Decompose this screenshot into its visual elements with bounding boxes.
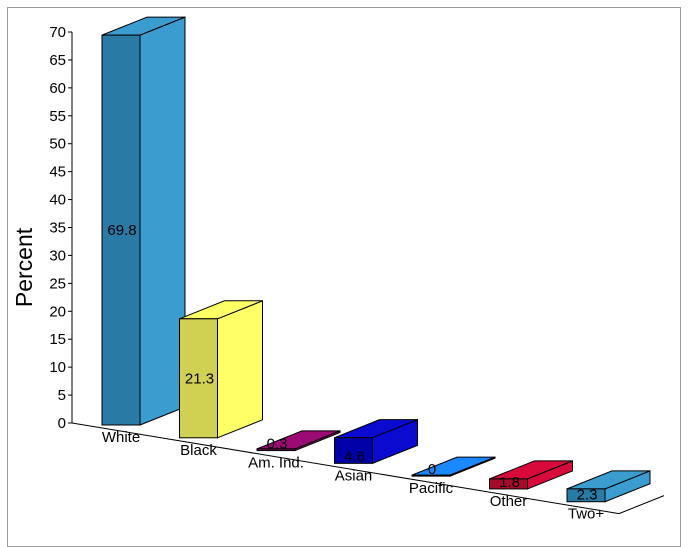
x-tick-label-6: Two+ bbox=[568, 506, 605, 523]
chart-frame: 0 5 10 15 20 25 30 35 40 45 50 55 60 65 70 Percent 69.8 W… bbox=[7, 7, 681, 547]
y-tick-label: 20 bbox=[49, 303, 66, 320]
data-label-5: 1.8 bbox=[499, 474, 520, 491]
y-tick-label: 25 bbox=[49, 275, 66, 292]
data-label-2: 0.3 bbox=[267, 436, 288, 453]
bar-3 bbox=[334, 437, 373, 464]
data-label-3: 4.6 bbox=[344, 448, 365, 465]
bar-2 bbox=[256, 448, 296, 452]
x-tick-label-1: Black bbox=[180, 442, 217, 459]
bar-5 bbox=[489, 478, 528, 490]
x-tick-label-3: Asian bbox=[335, 467, 373, 484]
y-tick-label: 45 bbox=[49, 164, 66, 181]
x-axis-line bbox=[71, 422, 620, 515]
y-tick-label: 10 bbox=[49, 359, 66, 376]
x-tick-label-0: White bbox=[102, 429, 140, 446]
y-tick-label: 5 bbox=[58, 387, 66, 404]
bar-6 bbox=[566, 488, 606, 503]
x-tick-label-5: Other bbox=[490, 493, 528, 510]
y-tick-label: 0 bbox=[58, 415, 66, 432]
bar-side-0 bbox=[139, 16, 186, 426]
y-tick-label: 50 bbox=[49, 136, 66, 153]
y-tick-label: 35 bbox=[49, 220, 66, 237]
bar-top-4 bbox=[411, 456, 496, 476]
y-tick-label: 65 bbox=[49, 52, 66, 69]
y-tick-label: 40 bbox=[49, 192, 66, 209]
floor-right-edge bbox=[618, 495, 665, 515]
bar-chart: 0 5 10 15 20 25 30 35 40 45 50 55 60 65 70 Percent 69.8 W… bbox=[11, 16, 665, 523]
y-tick-label: 60 bbox=[49, 80, 66, 97]
y-tick-label: 55 bbox=[49, 108, 66, 125]
data-label-0: 69.8 bbox=[107, 222, 136, 239]
y-tick-label: 30 bbox=[49, 247, 66, 264]
x-tick-label-2: Am. Ind. bbox=[248, 455, 304, 472]
data-label-6: 2.3 bbox=[577, 487, 598, 504]
data-label-4: 0 bbox=[428, 461, 436, 478]
bar-4 bbox=[411, 474, 451, 477]
bar-side-1 bbox=[217, 300, 263, 439]
x-tick-label-4: Pacific bbox=[409, 480, 454, 497]
bar-1 bbox=[179, 318, 218, 439]
data-label-1: 21.3 bbox=[185, 370, 214, 387]
y-tick-label: 70 bbox=[49, 24, 66, 41]
y-axis-label: Percent bbox=[11, 227, 37, 307]
bar-0 bbox=[101, 34, 141, 426]
y-tick-label: 15 bbox=[49, 331, 66, 348]
